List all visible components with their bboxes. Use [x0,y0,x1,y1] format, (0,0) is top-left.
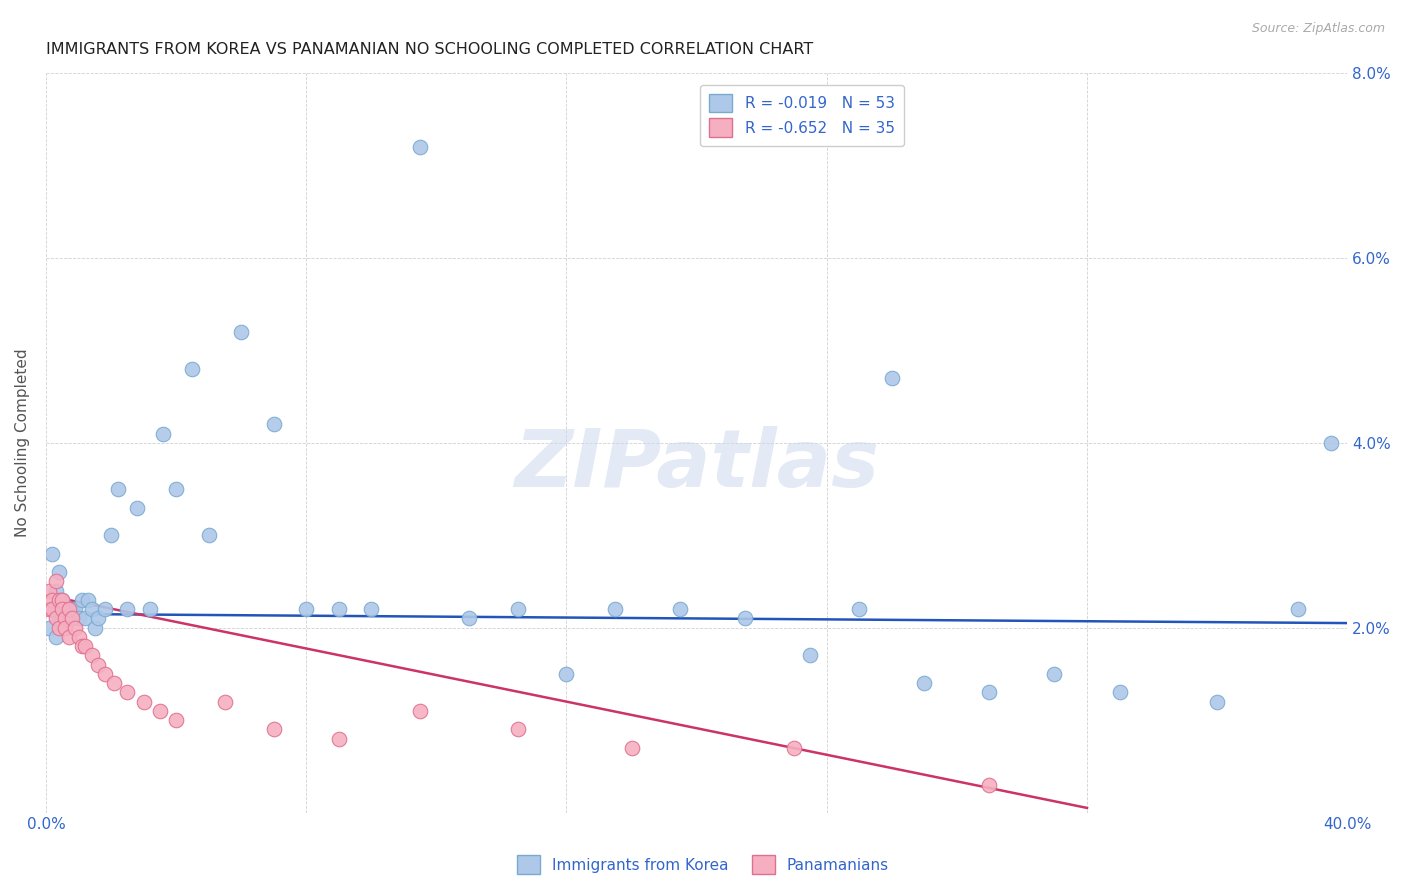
Point [93,667,115,681]
Point [38,583,60,598]
Point [80,648,103,663]
Point [409,704,432,718]
Point [107,482,129,496]
Point [880,371,903,385]
Point [58,630,80,644]
Point [125,500,148,515]
Point [45,611,67,625]
Point [51,593,73,607]
Point [48,621,70,635]
Point [103,676,125,690]
Point [457,611,479,625]
Point [139,602,162,616]
Point [80,602,103,616]
Point [328,602,350,616]
Point [328,731,350,746]
Point [117,602,139,616]
Point [799,648,821,663]
Point [67,611,90,625]
Point [55,602,77,616]
Point [181,362,204,376]
Point [555,667,578,681]
Legend: Immigrants from Korea, Panamanians: Immigrants from Korea, Panamanians [510,849,896,880]
Point [73,639,96,653]
Point [132,695,155,709]
Point [979,685,1001,699]
Point [41,547,63,561]
Point [979,778,1001,792]
Point [263,723,285,737]
Point [38,621,60,635]
Point [783,740,806,755]
Point [117,685,139,699]
Point [152,426,174,441]
Point [848,602,870,616]
Point [231,325,253,339]
Text: ZIPatlas: ZIPatlas [515,426,879,504]
Point [45,574,67,589]
Point [73,611,96,625]
Point [734,611,756,625]
Point [58,602,80,616]
Point [409,140,432,154]
Point [93,602,115,616]
Point [214,695,236,709]
Point [360,602,382,616]
Point [912,676,935,690]
Point [506,723,529,737]
Point [70,593,93,607]
Point [83,621,105,635]
Point [48,611,70,625]
Point [51,593,73,607]
Point [295,602,318,616]
Point [41,602,63,616]
Point [165,482,187,496]
Legend: R = -0.019   N = 53, R = -0.652   N = 35: R = -0.019 N = 53, R = -0.652 N = 35 [700,85,904,146]
Point [45,583,67,598]
Point [1206,695,1229,709]
Point [149,704,172,718]
Point [87,657,110,672]
Point [67,630,90,644]
Point [65,621,87,635]
Point [48,566,70,580]
Point [1320,435,1343,450]
Text: IMMIGRANTS FROM KOREA VS PANAMANIAN NO SCHOOLING COMPLETED CORRELATION CHART: IMMIGRANTS FROM KOREA VS PANAMANIAN NO S… [46,42,813,57]
Point [60,611,83,625]
Point [506,602,529,616]
Point [55,611,77,625]
Point [65,602,87,616]
Y-axis label: No Schooling Completed: No Schooling Completed [15,349,30,537]
Point [197,528,219,542]
Point [60,602,83,616]
Point [100,528,122,542]
Point [263,417,285,432]
Point [605,602,627,616]
Point [70,639,93,653]
Point [48,593,70,607]
Point [45,630,67,644]
Point [77,593,100,607]
Point [620,740,643,755]
Point [1043,667,1066,681]
Point [165,713,187,727]
Point [1108,685,1130,699]
Point [55,621,77,635]
Point [41,593,63,607]
Text: Source: ZipAtlas.com: Source: ZipAtlas.com [1251,22,1385,36]
Point [41,602,63,616]
Point [669,602,692,616]
Point [51,611,73,625]
Point [58,611,80,625]
Point [1288,602,1310,616]
Point [38,602,60,616]
Point [51,602,73,616]
Point [87,611,110,625]
Point [55,602,77,616]
